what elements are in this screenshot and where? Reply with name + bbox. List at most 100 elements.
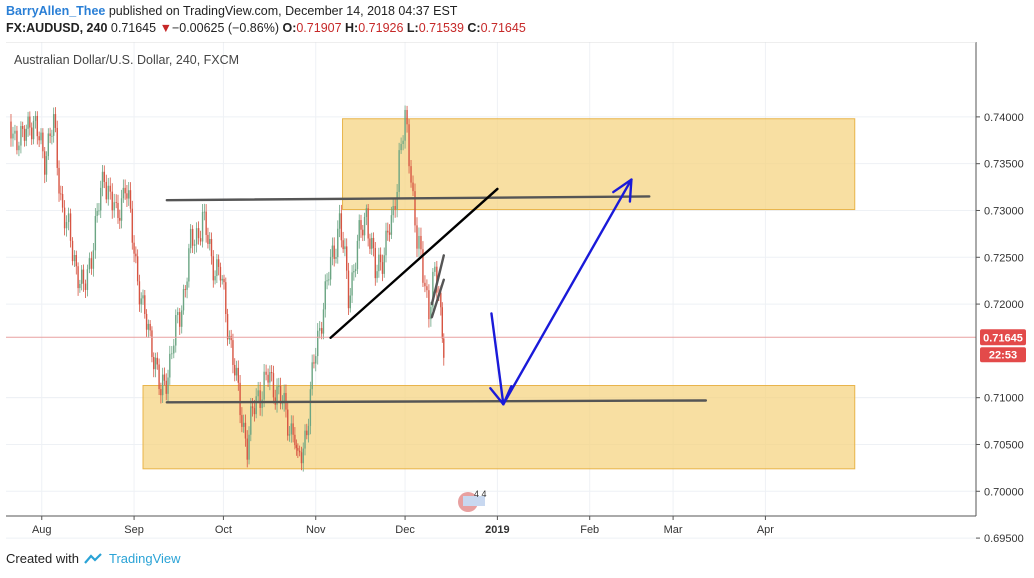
candle-body: [333, 245, 335, 259]
price-tick-label: 0.72000: [984, 299, 1024, 311]
candle-body: [294, 434, 296, 446]
candle-body: [142, 295, 144, 299]
candle-body: [406, 109, 408, 125]
candle-body: [253, 408, 256, 415]
footer: Created with TradingView: [6, 551, 181, 566]
candle-body: [25, 128, 27, 141]
countdown-badge: 22:53: [980, 347, 1026, 363]
candle-body: [385, 230, 387, 256]
ohlc-line: FX:AUDUSD, 240 0.71645 ▼−0.00625 (−0.86%…: [6, 20, 526, 37]
candle-body: [338, 213, 341, 229]
candle-body: [340, 213, 343, 241]
candle-body: [82, 269, 85, 284]
candle-body: [126, 193, 128, 199]
time-tick-label: 2019: [485, 524, 509, 536]
candle-body: [56, 127, 58, 168]
time-axis[interactable]: Aug Sep Oct Nov Dec 2019 Feb Mar Apr: [32, 516, 774, 536]
price-tick-label: 0.73500: [984, 159, 1024, 171]
candle-body: [94, 215, 97, 251]
candle-body: [21, 126, 24, 129]
price-change: −0.00625 (−0.86%): [171, 21, 279, 35]
candle-body: [432, 271, 434, 307]
candle-body: [367, 208, 369, 239]
candle-body: [239, 382, 241, 416]
time-tick-label: Aug: [32, 524, 52, 536]
candle-body: [353, 271, 355, 273]
candle-body: [365, 208, 368, 217]
candle-body: [351, 272, 353, 296]
author-link[interactable]: BarryAllen_Thee: [6, 4, 106, 18]
candle-body: [23, 128, 26, 141]
chart-area[interactable]: Australian Dollar/U.S. Dollar, 240, FXCM…: [6, 41, 1029, 545]
candle-body: [225, 282, 227, 314]
candle-body: [297, 447, 299, 451]
arrow-head: [489, 387, 505, 406]
candle-body: [287, 409, 289, 436]
candle-body: [52, 114, 55, 136]
candle-body: [279, 385, 282, 404]
candle-body: [267, 374, 269, 383]
candle-body: [319, 328, 321, 331]
candle-body: [153, 356, 155, 370]
candle-body: [400, 143, 402, 151]
candle-body: [207, 234, 209, 244]
candle-body: [193, 244, 196, 246]
candle-body: [165, 380, 167, 394]
candle-body: [136, 256, 139, 282]
candle-body: [60, 193, 62, 195]
candle-body: [295, 445, 298, 448]
candle-body: [209, 238, 211, 244]
candle-body: [160, 389, 162, 396]
candle-body: [396, 191, 398, 210]
candle-body: [281, 403, 284, 405]
candle-body: [278, 385, 280, 387]
candle-body: [31, 127, 33, 140]
candle-body: [388, 232, 391, 235]
price-axis[interactable]: 0.74000 0.73500 0.73000 0.72500 0.72000 0.710…: [976, 112, 1024, 545]
time-tick-label: Nov: [306, 524, 326, 536]
candle-body: [374, 248, 376, 279]
candle-body: [32, 120, 35, 140]
candle-body: [154, 357, 157, 370]
candle-body: [80, 269, 83, 284]
candle-body: [369, 238, 371, 249]
candle-body: [270, 372, 273, 374]
candle-body: [75, 255, 78, 267]
candle-body: [363, 216, 366, 236]
candle-body: [88, 258, 91, 270]
candle-body: [326, 280, 328, 282]
candle-body: [105, 181, 107, 200]
tradingview-brand[interactable]: TradingView: [108, 551, 181, 566]
svg-text:4 4: 4 4: [474, 489, 487, 499]
price-badge: 0.71645: [980, 329, 1026, 346]
candle-body: [244, 422, 247, 439]
candle-body: [65, 222, 68, 229]
candle-body: [199, 238, 202, 242]
candle-body: [372, 237, 375, 249]
candle-body: [205, 211, 207, 235]
candle-body: [342, 240, 344, 250]
candle-body: [140, 298, 142, 305]
price-chart[interactable]: Australian Dollar/U.S. Dollar, 240, FXCM…: [6, 41, 1029, 545]
symbol-label[interactable]: FX:AUDUSD, 240: [6, 21, 108, 35]
candle-body: [309, 389, 312, 426]
candle-body: [44, 151, 46, 175]
price-badge-value: 0.71645: [983, 332, 1023, 344]
candle-body: [129, 190, 132, 209]
candle-body: [234, 364, 236, 376]
candle-body: [414, 191, 416, 226]
candle-body: [169, 353, 171, 378]
candle-body: [232, 340, 234, 365]
candle-body: [122, 187, 125, 199]
candle-body: [255, 396, 257, 415]
candle-body: [230, 335, 232, 341]
countdown-value: 22:53: [989, 349, 1017, 361]
candle-body: [197, 228, 200, 239]
candle-body: [412, 182, 414, 192]
candle-body: [261, 399, 263, 408]
candle-body: [90, 258, 93, 269]
low-value: 0.71539: [418, 21, 464, 35]
candle-body: [379, 254, 382, 263]
last-price: 0.71645: [110, 21, 157, 35]
open-label: O:: [282, 21, 297, 35]
